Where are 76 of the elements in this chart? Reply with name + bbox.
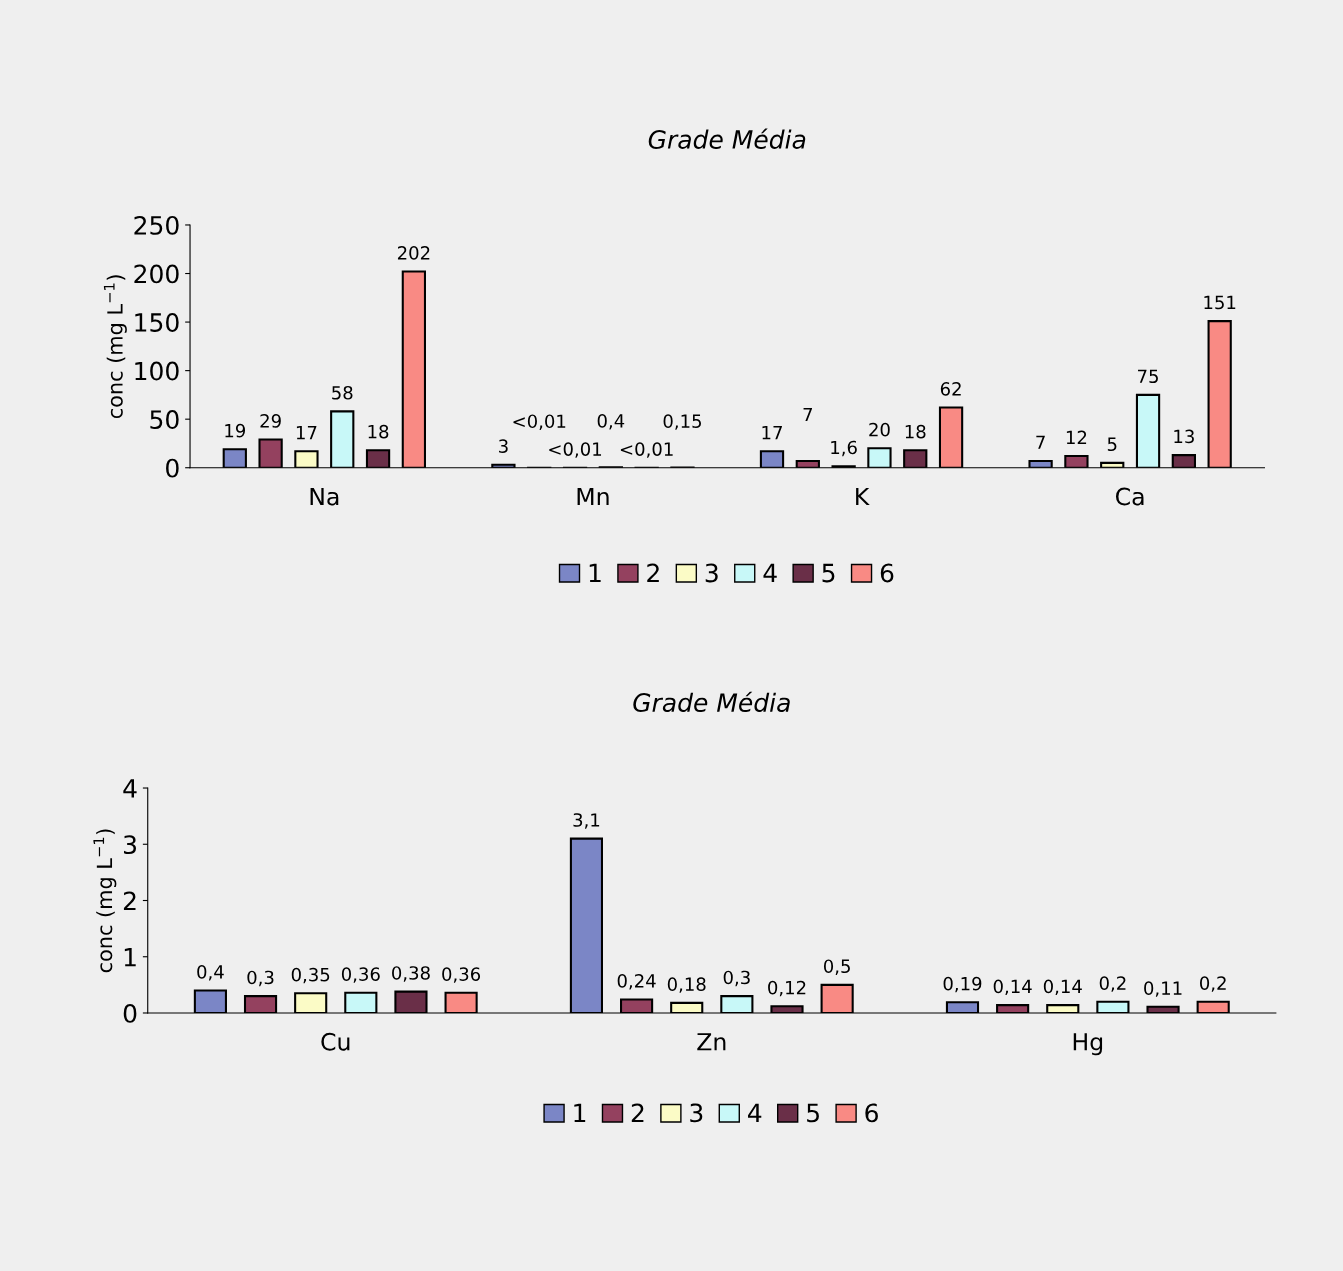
- x-tick-label: Na: [310, 487, 339, 506]
- x-tick-label: K: [856, 487, 870, 506]
- data-label: 75: [1138, 369, 1158, 384]
- data-label: 0,11: [1144, 981, 1182, 997]
- y-tick-label: 0: [123, 1003, 137, 1023]
- data-label: 0,4: [597, 414, 625, 430]
- data-label: 0,15: [663, 414, 701, 430]
- data-label: 0,3: [723, 970, 750, 987]
- data-label: 0,5: [823, 959, 850, 975]
- y-tick-label: 3: [124, 835, 136, 855]
- data-label: 3,1: [573, 813, 600, 829]
- data-label: 0,3: [247, 970, 274, 987]
- chart-title: Grade Média: [648, 128, 806, 149]
- legend-label: 2: [647, 563, 659, 583]
- data-label: 17: [762, 425, 782, 440]
- x-tick-label: Ca: [1115, 487, 1144, 506]
- data-label: 7: [803, 407, 813, 422]
- data-label: 3: [499, 439, 508, 453]
- data-label: 0,12: [768, 980, 806, 997]
- x-tick-label: Mn: [577, 487, 609, 506]
- legend-label: 4: [763, 563, 777, 583]
- y-tick-label: 1: [124, 948, 136, 967]
- y-tick-label: 200: [134, 264, 179, 284]
- y-tick-label: 150: [135, 313, 179, 332]
- data-label: 13: [1174, 429, 1194, 444]
- legend-label: 6: [865, 1103, 878, 1123]
- legend-label: 3: [690, 1103, 703, 1123]
- data-label: 18: [905, 424, 926, 439]
- data-label: <0,01: [620, 442, 673, 458]
- data-label: 0,2: [1099, 976, 1126, 992]
- y-tick-label: 250: [134, 215, 179, 235]
- x-tick-label: Cu: [321, 1032, 350, 1051]
- x-tick-label: Hg: [1073, 1033, 1103, 1056]
- data-label: 5: [1107, 437, 1117, 452]
- data-label: 0,2: [1200, 976, 1226, 992]
- legend-label: 1: [589, 563, 601, 583]
- data-label: 58: [332, 385, 353, 400]
- data-label: 0,35: [291, 967, 330, 984]
- y-tick-label: 4: [123, 779, 137, 798]
- chart-title: Grade Média: [633, 691, 790, 712]
- y-tick-label: 50: [150, 410, 179, 430]
- data-label: 0,24: [617, 974, 656, 990]
- data-label: 7: [1036, 435, 1045, 449]
- data-label: 0,36: [442, 967, 481, 983]
- data-label: 0,4: [197, 965, 224, 981]
- data-label: 18: [368, 424, 389, 439]
- legend-label: 1: [574, 1103, 586, 1122]
- data-label: 0,18: [667, 977, 706, 993]
- data-label: <0,01: [549, 442, 602, 458]
- data-label: 20: [869, 422, 890, 437]
- data-label: 0,36: [341, 967, 380, 983]
- legend-label: 6: [880, 563, 894, 583]
- y-tick-label: 100: [135, 361, 179, 381]
- data-label: 19: [225, 423, 246, 438]
- data-label: 62: [940, 382, 961, 396]
- data-label: 0,14: [1043, 979, 1082, 996]
- data-label: 29: [260, 414, 281, 428]
- y-axis-title: conc (mg L$^{−1}$): [93, 829, 117, 973]
- legend-label: 5: [807, 1103, 819, 1123]
- data-label: 151: [1204, 295, 1236, 310]
- data-label: 0,19: [943, 976, 982, 993]
- legend-label: 5: [822, 563, 835, 583]
- data-label: 17: [296, 425, 317, 440]
- y-axis-title: conc (mg L$^{−1}$): [103, 275, 127, 419]
- legend-label: 4: [748, 1103, 762, 1122]
- y-tick-label: 0: [166, 458, 179, 478]
- data-label: 0,14: [993, 979, 1032, 996]
- legend-label: 3: [705, 563, 718, 583]
- x-tick-label: Zn: [697, 1033, 726, 1051]
- data-label: 1,6: [831, 440, 857, 457]
- data-label: 202: [397, 246, 430, 260]
- y-tick-label: 2: [123, 891, 136, 910]
- data-label: 12: [1066, 430, 1087, 444]
- data-label: <0,01: [513, 414, 566, 430]
- data-label: 0,38: [392, 966, 430, 982]
- legend-label: 2: [631, 1103, 644, 1122]
